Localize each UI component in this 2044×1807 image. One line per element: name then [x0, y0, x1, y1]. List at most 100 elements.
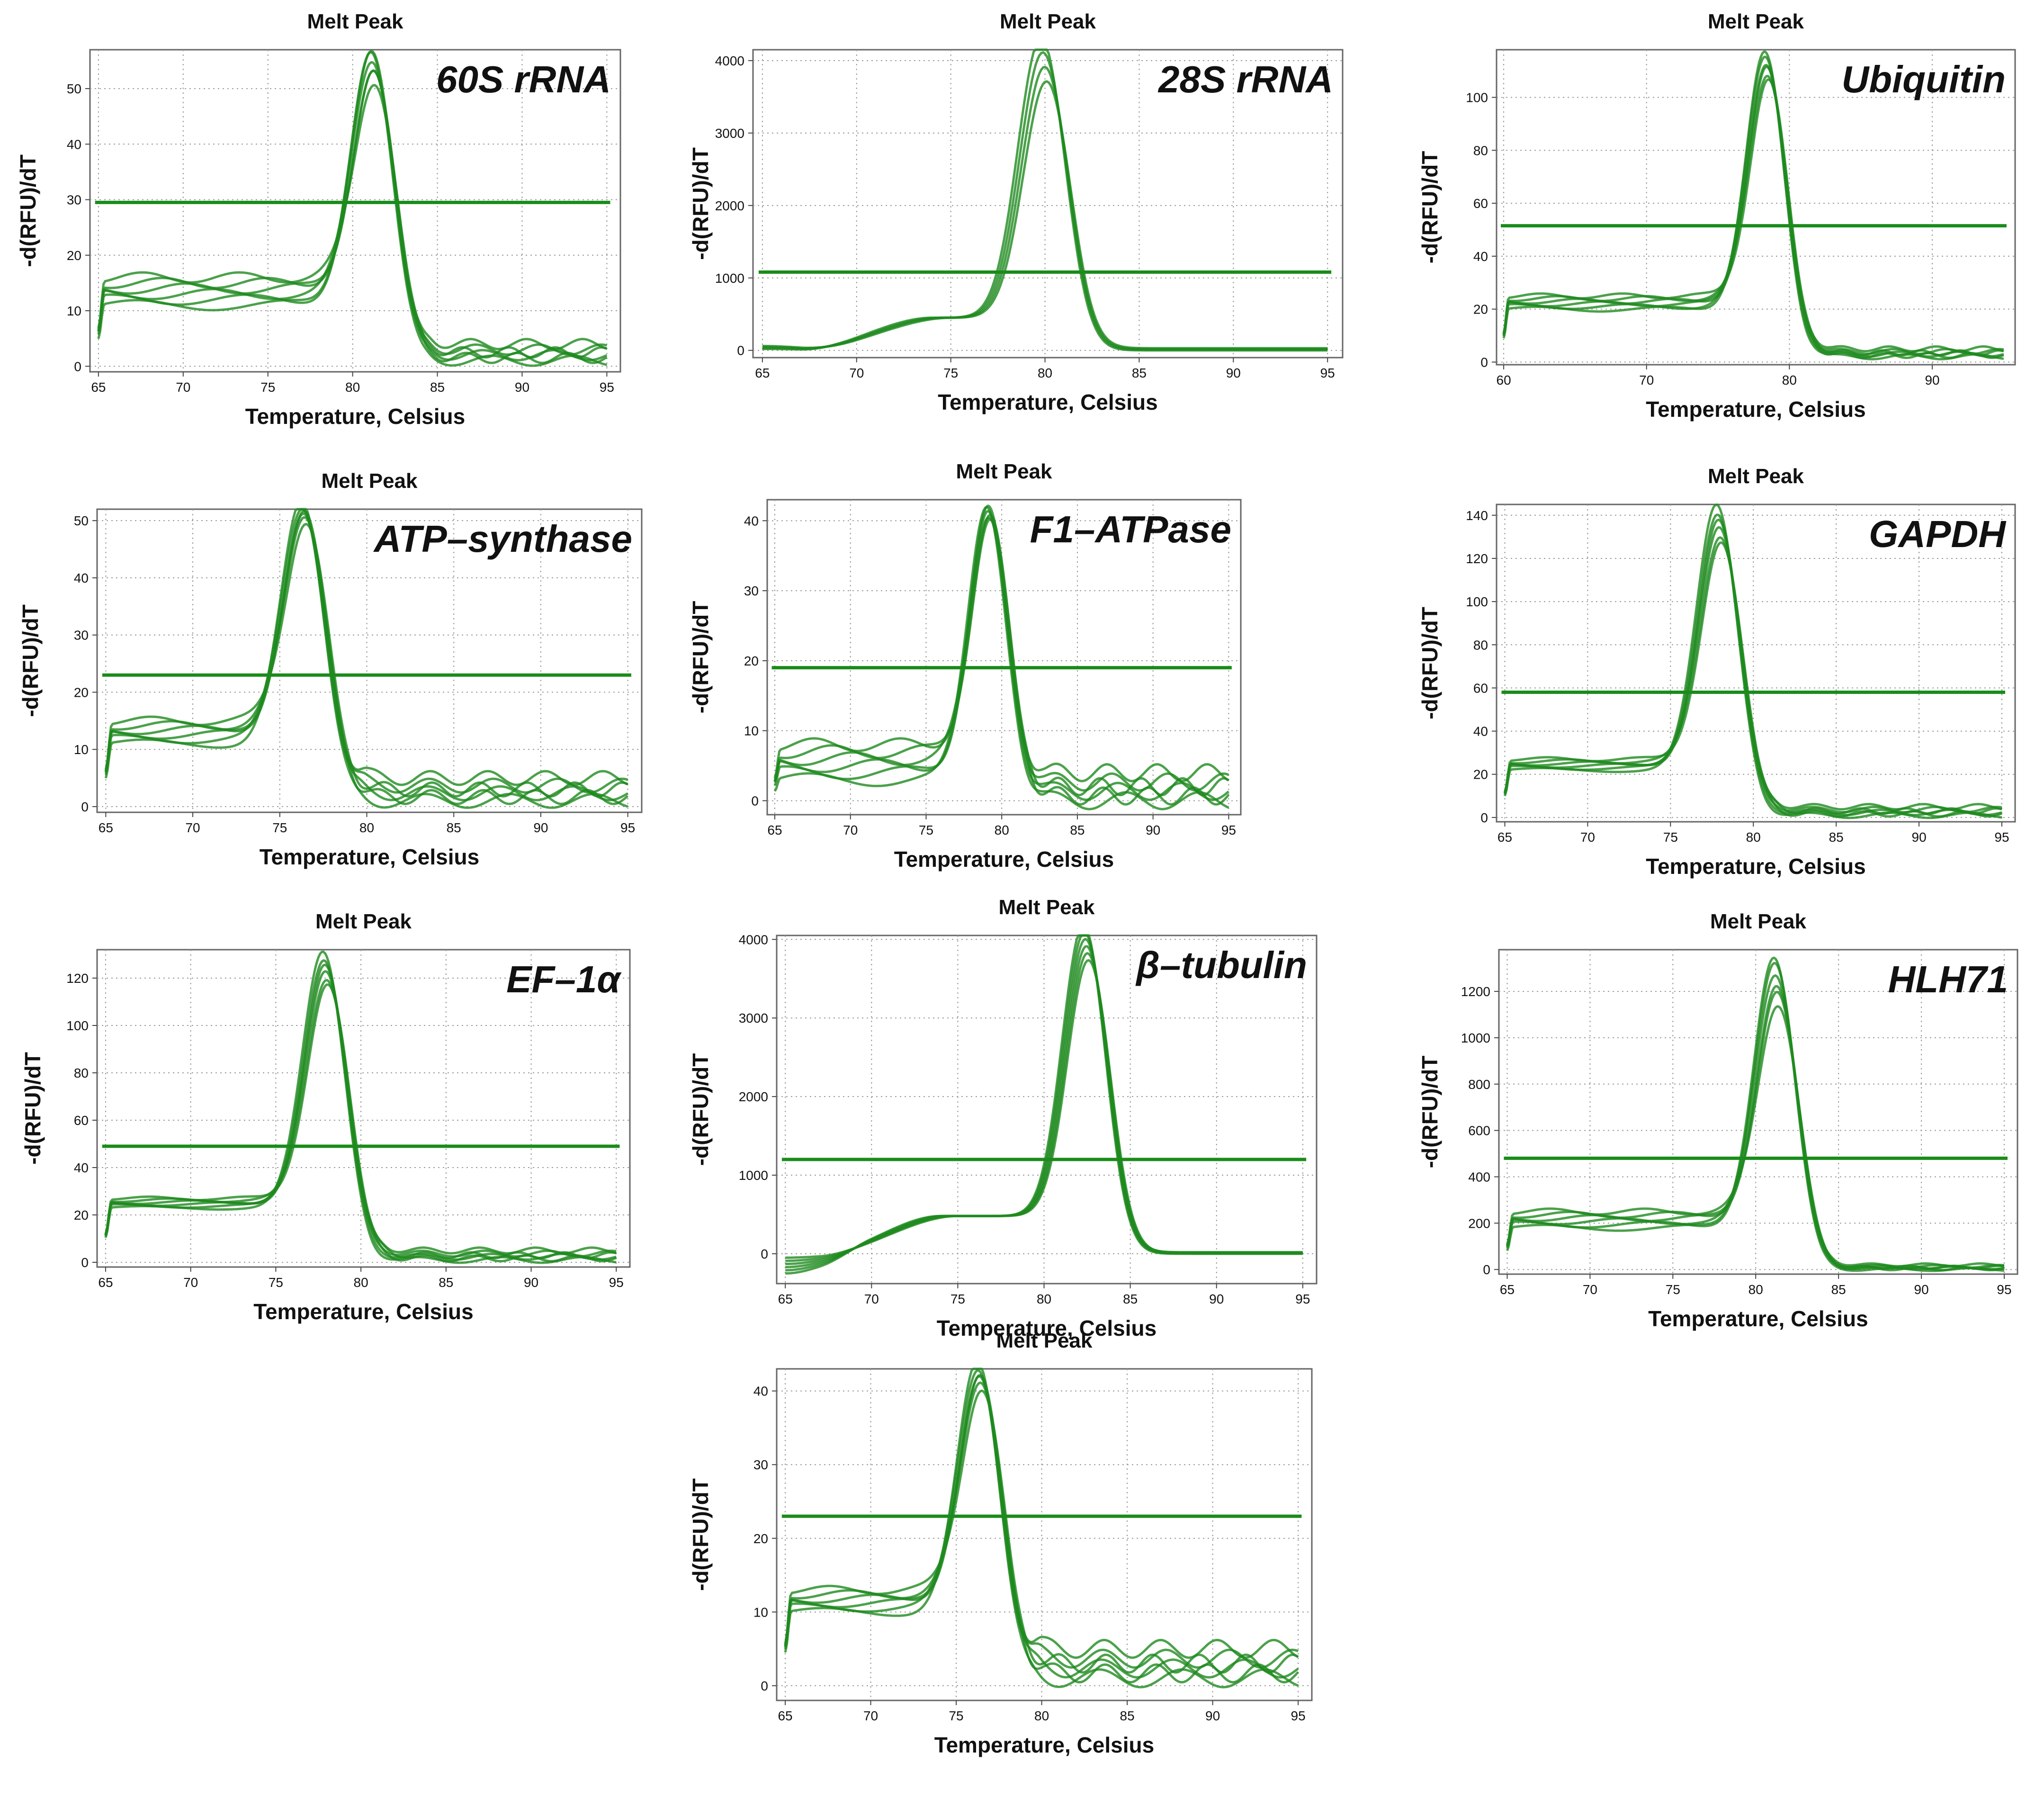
chart-title: Melt Peak	[315, 910, 412, 933]
x-tick-label: 65	[1497, 830, 1512, 845]
x-axis-label: Temperature, Celsius	[1646, 397, 1865, 422]
y-tick-label: 0	[737, 343, 744, 358]
plot-frame	[766, 499, 1242, 816]
y-tick-label: 1000	[739, 1168, 768, 1183]
y-axis-label: -d(RFU)/dT	[688, 1053, 713, 1166]
y-tick-label: 100	[66, 1018, 89, 1033]
y-tick-label: 0	[761, 1247, 768, 1261]
melt-curve-series-1	[784, 1367, 1299, 1689]
y-tick-label: 3000	[715, 126, 744, 141]
y-tick-label: 40	[744, 513, 759, 528]
x-tick-label: 85	[439, 1275, 453, 1290]
x-tick-label: 90	[1226, 366, 1241, 380]
y-tick-label: 0	[81, 1255, 89, 1270]
melt-peak-panel-ubiquitin: Melt Peak 60 70 80 90 0 20 40 60 80 100 Ubiquitin Te…	[1411, 0, 2032, 455]
melt-curve-series-4	[104, 510, 628, 786]
y-tick-label: 0	[1480, 810, 1488, 825]
melt-peak-panel-hlh71: Melt Peak 65 70 75 80 85 90 95 0 200 400 600 800 1000…	[1411, 900, 2032, 1355]
melt-curve-series-2	[1506, 962, 2005, 1271]
x-tick-label: 90	[1209, 1292, 1224, 1306]
y-tick-label: 40	[67, 137, 81, 152]
gene-label: 60S rRNA	[436, 58, 611, 100]
x-tick-label: 65	[778, 1292, 793, 1306]
x-tick-label: 95	[1291, 1708, 1306, 1723]
y-axis-label: -d(RFU)/dT	[1417, 151, 1442, 264]
melt-peak-panel-gapdh: Melt Peak 65 70 75 80 85 90 95 0 20 40 60 80 100 120 14…	[1411, 455, 2032, 909]
melt-peak-chart: Melt Peak 65 70 75 80 85 90 95 0 10 20 30 40 50 ATP–sy…	[18, 469, 643, 869]
y-tick-label: 140	[1466, 508, 1488, 523]
plot-frame	[96, 508, 643, 813]
x-tick-label: 85	[1132, 366, 1147, 380]
x-tick-label: 95	[1997, 1282, 2011, 1297]
y-tick-label: 200	[1468, 1216, 1490, 1231]
x-axis-label: Temperature, Celsius	[245, 404, 465, 429]
x-tick-label: 70	[864, 1292, 879, 1306]
x-tick-label: 65	[91, 380, 106, 395]
y-tick-label: 100	[1466, 594, 1488, 609]
y-axis-label: -d(RFU)/dT	[1417, 1056, 1442, 1169]
melt-peak-chart: Melt Peak 60 70 80 90 0 20 40 60 80 100 Ubiquitin Te…	[1417, 10, 2016, 422]
melt-peak-chart: Melt Peak 65 70 75 80 85 90 95 0 200 400 600 800 1000…	[1417, 910, 2018, 1331]
chart-title: Melt Peak	[956, 460, 1053, 483]
melt-curve-series-6	[1502, 78, 2004, 357]
x-axis-label: Temperature, Celsius	[937, 1316, 1156, 1340]
melt-curve-series-3	[784, 1375, 1299, 1669]
x-tick-label: 80	[995, 823, 1009, 837]
x-tick-label: 75	[950, 1292, 965, 1306]
x-tick-label: 90	[1146, 823, 1160, 837]
y-tick-label: 120	[66, 971, 89, 986]
melt-curve-series-4	[762, 80, 1328, 350]
y-tick-label: 30	[753, 1457, 768, 1472]
x-tick-label: 75	[1663, 830, 1678, 845]
y-tick-label: 10	[744, 724, 759, 738]
y-tick-label: 100	[1466, 90, 1488, 105]
plot-frame	[776, 1368, 1313, 1701]
y-tick-label: 80	[1473, 143, 1488, 158]
melt-peak-panel-60s-rrna: Melt Peak 65 70 75 80 85 90 95 0 10 20 30 40 50 60S rR…	[9, 0, 663, 455]
y-tick-label: 4000	[715, 54, 744, 68]
melt-peak-panel-unlabeled: Melt Peak 65 70 75 80 85 90 95 0 10 20 30 40 Temperat…	[682, 1331, 1392, 1795]
x-tick-label: 90	[1205, 1708, 1220, 1723]
x-tick-label: 80	[1034, 1708, 1049, 1723]
melt-curve-series-1	[104, 508, 628, 809]
y-tick-label: 50	[67, 81, 81, 96]
y-tick-label: 10	[67, 304, 81, 318]
melt-peak-chart: Melt Peak 65 70 75 80 85 90 95 0 10 20 30 40 F1–ATPas…	[688, 460, 1242, 872]
x-tick-label: 70	[843, 823, 858, 837]
gene-label: 28S rRNA	[1157, 58, 1333, 100]
x-tick-label: 85	[1829, 830, 1844, 845]
x-tick-label: 75	[943, 366, 958, 380]
x-tick-label: 75	[272, 820, 287, 835]
melt-curve-series-6	[1504, 541, 2002, 815]
x-tick-label: 85	[447, 820, 461, 835]
y-axis-label: -d(RFU)/dT	[20, 1052, 45, 1165]
melt-peak-panel-28s-rrna: Melt Peak 65 70 75 80 85 90 95 0 1000 2000 3000 4000…	[682, 0, 1369, 455]
y-axis-label: -d(RFU)/dT	[16, 154, 40, 267]
melt-curve-series-6	[784, 1389, 1299, 1674]
melt-curve-series-6	[785, 959, 1303, 1259]
y-axis-label: -d(RFU)/dT	[18, 604, 43, 717]
y-tick-label: 0	[1480, 355, 1488, 369]
x-axis-label: Temperature, Celsius	[934, 1733, 1154, 1757]
gene-label: HLH71	[1888, 958, 2008, 1000]
y-tick-label: 30	[74, 628, 89, 643]
x-tick-label: 85	[1070, 823, 1085, 837]
melt-curve-series-6	[773, 513, 1229, 797]
y-tick-label: 60	[1473, 196, 1488, 211]
chart-title: Melt Peak	[322, 469, 418, 493]
y-tick-label: 20	[74, 1208, 89, 1223]
x-axis-label: Temperature, Celsius	[894, 847, 1114, 872]
gene-label: F1–ATPase	[1030, 508, 1231, 550]
x-axis-label: Temperature, Celsius	[1648, 1306, 1868, 1331]
x-tick-label: 85	[1123, 1292, 1138, 1306]
x-tick-label: 95	[1320, 366, 1335, 380]
melt-curve-series-2	[104, 508, 628, 801]
y-tick-label: 400	[1468, 1170, 1490, 1185]
y-tick-label: 800	[1468, 1077, 1490, 1092]
x-tick-label: 65	[1500, 1282, 1515, 1297]
melt-peak-chart: Melt Peak 65 70 75 80 85 90 95 0 20 40 60 80 100 120 EF…	[20, 910, 631, 1324]
y-tick-label: 0	[751, 793, 759, 808]
y-axis-label: -d(RFU)/dT	[688, 601, 713, 714]
x-tick-label: 70	[176, 380, 190, 395]
y-tick-label: 80	[74, 1066, 89, 1080]
